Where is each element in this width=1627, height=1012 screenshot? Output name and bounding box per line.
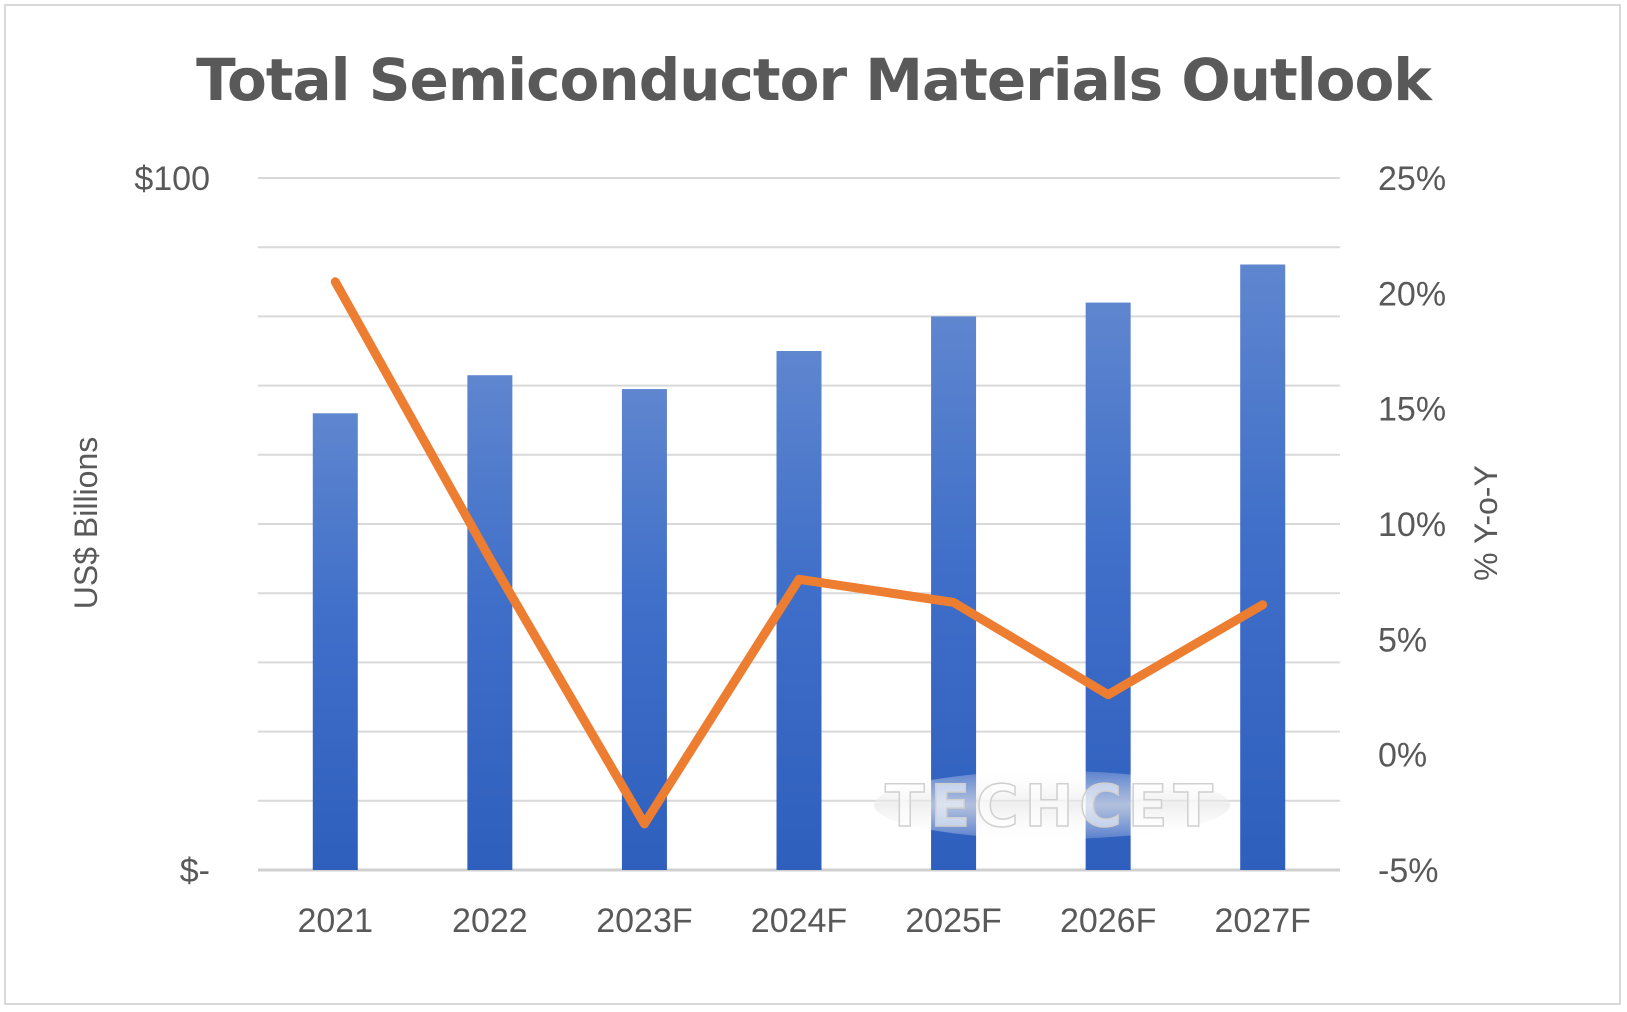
right-tick-label: 5% <box>1378 621 1427 659</box>
x-tick-label: 2021 <box>297 902 373 940</box>
right-tick-label: 15% <box>1378 391 1446 429</box>
y-right-axis-title: % Y-o-Y <box>1468 465 1504 581</box>
axis-labels: $- $100 -5% 0% 5% 10% 15% 20% 25% 2021 2022 2023F 20… <box>68 160 1504 940</box>
right-tick-label: 20% <box>1378 275 1446 313</box>
bar-series <box>312 264 1286 870</box>
bar-2027F <box>1240 264 1286 870</box>
left-tick-label: $- <box>180 852 210 890</box>
x-tick-label: 2024F <box>751 902 847 940</box>
left-tick-label: $100 <box>134 160 210 198</box>
x-tick-label: 2026F <box>1060 902 1156 940</box>
x-tick-label: 2022 <box>452 902 528 940</box>
right-tick-label: -5% <box>1378 852 1438 890</box>
watermark-text: TECHCET <box>885 772 1219 840</box>
right-tick-label: 0% <box>1378 737 1427 775</box>
yoy-line <box>330 277 1268 829</box>
right-tick-label: 10% <box>1378 506 1446 544</box>
y-left-axis-title: US$ Billions <box>68 437 104 610</box>
yoy-line-series <box>330 277 1268 829</box>
bar-2021 <box>312 413 358 870</box>
chart-title: Total Semiconductor Materials Outlook <box>196 46 1432 114</box>
x-tick-label: 2025F <box>905 902 1001 940</box>
watermark-oval <box>874 771 1230 839</box>
x-tick-label: 2023F <box>596 902 692 940</box>
x-tick-label: 2027F <box>1215 902 1311 940</box>
techcet-watermark: TECHCET <box>874 771 1230 841</box>
right-tick-label: 25% <box>1378 160 1446 198</box>
bar-2022 <box>467 375 513 870</box>
